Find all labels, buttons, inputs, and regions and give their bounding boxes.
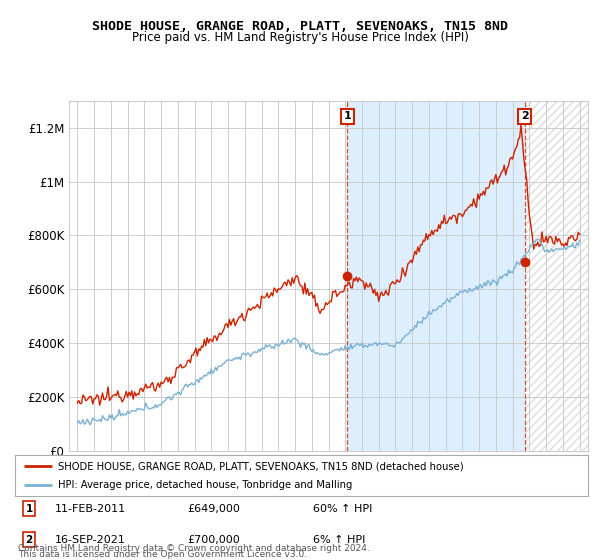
- Text: 16-SEP-2021: 16-SEP-2021: [55, 535, 126, 544]
- Text: 1: 1: [343, 111, 351, 122]
- Text: 2: 2: [25, 535, 32, 544]
- Text: HPI: Average price, detached house, Tonbridge and Malling: HPI: Average price, detached house, Tonb…: [58, 480, 352, 489]
- Text: Price paid vs. HM Land Registry's House Price Index (HPI): Price paid vs. HM Land Registry's House …: [131, 31, 469, 44]
- Text: 60% ↑ HPI: 60% ↑ HPI: [313, 504, 373, 514]
- Text: 1: 1: [25, 504, 32, 514]
- Text: Contains HM Land Registry data © Crown copyright and database right 2024.: Contains HM Land Registry data © Crown c…: [18, 544, 370, 553]
- Bar: [524, 101, 588, 451]
- Text: SHODE HOUSE, GRANGE ROAD, PLATT, SEVENOAKS, TN15 8ND (detached house): SHODE HOUSE, GRANGE ROAD, PLATT, SEVENOA…: [58, 461, 464, 471]
- Text: 2: 2: [521, 111, 529, 122]
- Text: £700,000: £700,000: [187, 535, 239, 544]
- Bar: [524, 101, 588, 451]
- Text: SHODE HOUSE, GRANGE ROAD, PLATT, SEVENOAKS, TN15 8ND: SHODE HOUSE, GRANGE ROAD, PLATT, SEVENOA…: [92, 20, 508, 32]
- Text: This data is licensed under the Open Government Licence v3.0.: This data is licensed under the Open Gov…: [18, 550, 307, 559]
- Bar: [347, 101, 524, 451]
- Text: 6% ↑ HPI: 6% ↑ HPI: [313, 535, 365, 544]
- Text: 11-FEB-2011: 11-FEB-2011: [55, 504, 126, 514]
- Text: £649,000: £649,000: [187, 504, 240, 514]
